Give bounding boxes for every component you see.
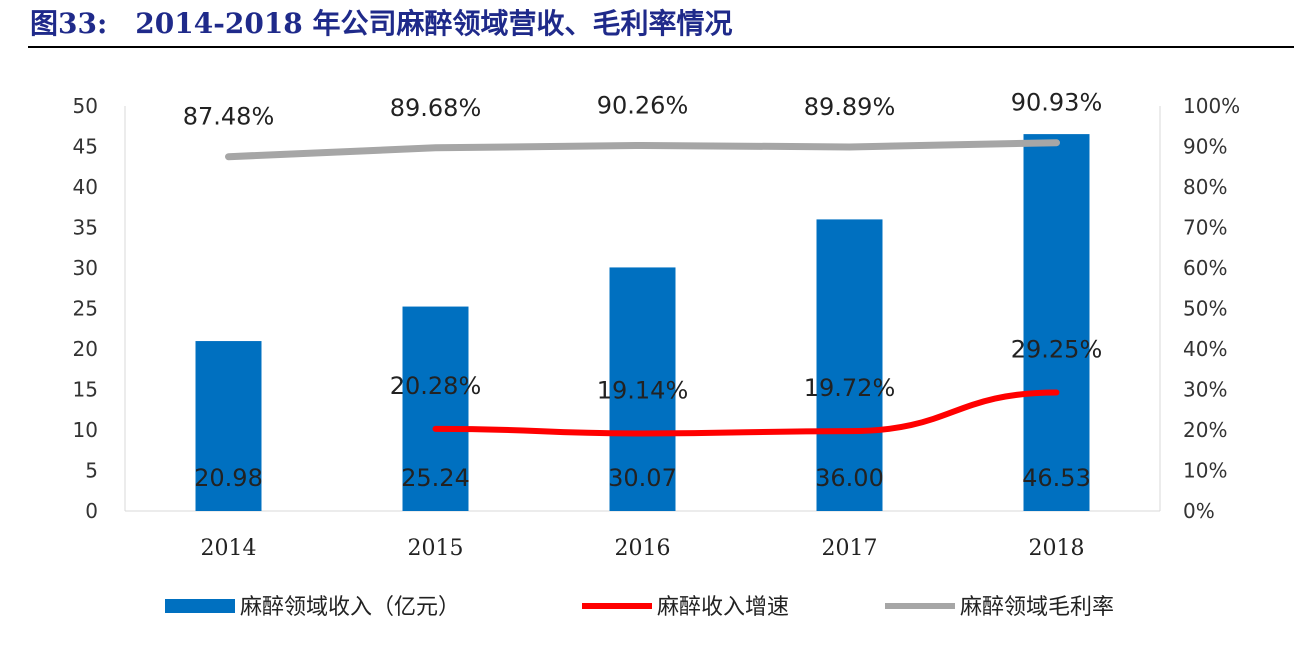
right-tick-label: 40% bbox=[1183, 337, 1227, 361]
left-tick-label: 45 bbox=[73, 135, 98, 159]
left-tick-label: 50 bbox=[73, 94, 98, 118]
growth-label: 19.14% bbox=[597, 376, 689, 404]
growth-label: 20.28% bbox=[390, 372, 482, 400]
left-tick-label: 0 bbox=[85, 499, 98, 523]
right-tick-label: 60% bbox=[1183, 256, 1227, 280]
right-tick-label: 80% bbox=[1183, 175, 1227, 199]
gross-margin-label: 90.26% bbox=[597, 91, 689, 119]
bar-value-label: 36.00 bbox=[815, 464, 884, 492]
right-tick-label: 10% bbox=[1183, 459, 1227, 483]
chart-title: 图33: 2014-2018 年公司麻醉领域营收、毛利率情况 bbox=[30, 7, 733, 40]
growth-label: 19.72% bbox=[804, 374, 896, 402]
right-tick-label: 100% bbox=[1183, 94, 1240, 118]
bar-value-label: 20.98 bbox=[194, 464, 263, 492]
left-tick-label: 15 bbox=[73, 378, 98, 402]
x-tick-label: 2018 bbox=[1029, 536, 1085, 561]
bar bbox=[1023, 134, 1090, 511]
left-tick-label: 35 bbox=[73, 216, 98, 240]
bar bbox=[609, 267, 676, 511]
right-tick-label: 90% bbox=[1183, 135, 1227, 159]
left-tick-label: 10 bbox=[73, 418, 98, 442]
legend-label: 麻醉收入增速 bbox=[657, 595, 789, 620]
bar bbox=[195, 341, 262, 511]
left-tick-label: 5 bbox=[85, 459, 98, 483]
growth-line bbox=[432, 389, 1060, 437]
gross-margin-label: 90.93% bbox=[1011, 89, 1103, 117]
right-tick-label: 70% bbox=[1183, 216, 1227, 240]
x-tick-label: 2015 bbox=[408, 536, 464, 561]
bar-value-label: 30.07 bbox=[608, 464, 677, 492]
growth-label: 29.25% bbox=[1011, 336, 1103, 364]
x-tick-label: 2016 bbox=[615, 536, 671, 561]
bar bbox=[402, 306, 469, 511]
legend-label: 麻醉领域毛利率 bbox=[960, 595, 1114, 620]
left-tick-label: 20 bbox=[73, 337, 98, 361]
gross-margin-line bbox=[225, 139, 1060, 161]
left-tick-label: 30 bbox=[73, 256, 98, 280]
bar-value-label: 46.53 bbox=[1022, 464, 1091, 492]
bar-value-label: 25.24 bbox=[401, 464, 470, 492]
x-tick-label: 2014 bbox=[201, 536, 257, 561]
left-tick-label: 40 bbox=[73, 175, 98, 199]
left-tick-label: 25 bbox=[73, 297, 98, 321]
bar bbox=[816, 219, 883, 511]
right-tick-label: 30% bbox=[1183, 378, 1227, 402]
title-underline bbox=[28, 46, 1294, 48]
gross-margin-label: 87.48% bbox=[183, 103, 275, 131]
gross-margin-label: 89.68% bbox=[390, 94, 482, 122]
right-tick-label: 20% bbox=[1183, 418, 1227, 442]
gross-margin-label: 89.89% bbox=[804, 93, 896, 121]
legend-bar-swatch bbox=[165, 599, 235, 613]
x-tick-label: 2017 bbox=[822, 536, 878, 561]
legend-label: 麻醉领域收入（亿元） bbox=[240, 595, 460, 620]
right-tick-label: 0% bbox=[1183, 499, 1215, 523]
right-tick-label: 50% bbox=[1183, 297, 1227, 321]
